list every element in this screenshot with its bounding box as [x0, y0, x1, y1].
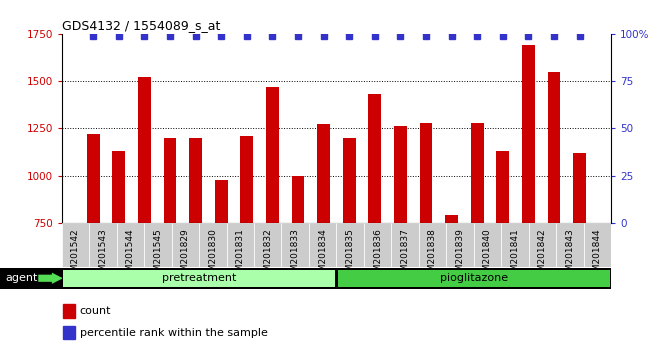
Bar — [528, 223, 556, 267]
Bar — [266, 87, 279, 223]
Text: GSM201831: GSM201831 — [236, 228, 245, 283]
Text: GSM201835: GSM201835 — [346, 228, 355, 283]
Bar — [343, 138, 356, 223]
Bar — [138, 77, 151, 223]
Text: GSM201844: GSM201844 — [593, 228, 602, 283]
Text: GSM201842: GSM201842 — [538, 228, 547, 283]
Bar — [471, 122, 484, 223]
Bar — [254, 223, 281, 267]
Text: GSM201838: GSM201838 — [428, 228, 437, 283]
Bar — [391, 223, 419, 267]
FancyArrow shape — [38, 273, 63, 284]
Bar — [556, 223, 584, 267]
Text: GSM201545: GSM201545 — [153, 228, 162, 283]
Bar — [369, 94, 381, 223]
Bar — [227, 223, 254, 267]
Bar — [199, 223, 227, 267]
Bar — [474, 223, 501, 267]
Text: GSM201839: GSM201839 — [456, 228, 465, 283]
Text: GSM201834: GSM201834 — [318, 228, 327, 283]
Bar — [63, 270, 335, 287]
Text: GSM201840: GSM201840 — [483, 228, 492, 283]
Bar — [419, 223, 446, 267]
Bar — [62, 223, 89, 267]
Text: percentile rank within the sample: percentile rank within the sample — [79, 327, 268, 338]
Text: agent: agent — [5, 273, 37, 283]
Bar — [317, 124, 330, 223]
Bar — [189, 138, 202, 223]
Text: GSM201832: GSM201832 — [263, 228, 272, 283]
Bar — [584, 223, 611, 267]
Bar — [281, 223, 309, 267]
Bar — [337, 223, 364, 267]
Text: GSM201836: GSM201836 — [373, 228, 382, 283]
Bar — [86, 134, 99, 223]
Bar — [172, 223, 199, 267]
Text: count: count — [79, 306, 111, 316]
Bar — [446, 223, 474, 267]
Bar — [420, 122, 432, 223]
Bar — [214, 181, 227, 223]
Text: GSM201830: GSM201830 — [208, 228, 217, 283]
Text: GSM201841: GSM201841 — [510, 228, 519, 283]
Bar — [445, 216, 458, 223]
Text: pretreatment: pretreatment — [162, 273, 236, 283]
Text: GSM201543: GSM201543 — [98, 228, 107, 283]
Bar — [522, 45, 535, 223]
Bar — [547, 73, 560, 223]
Text: GSM201833: GSM201833 — [291, 228, 300, 283]
Bar — [240, 136, 253, 223]
Bar — [112, 151, 125, 223]
Bar — [364, 223, 391, 267]
Bar — [292, 176, 304, 223]
Text: GSM201544: GSM201544 — [126, 228, 135, 283]
Text: GDS4132 / 1554089_s_at: GDS4132 / 1554089_s_at — [62, 19, 220, 33]
Bar — [309, 223, 337, 267]
Bar — [144, 223, 172, 267]
Bar — [497, 151, 509, 223]
Bar — [63, 326, 75, 339]
Bar — [89, 223, 117, 267]
Bar — [501, 223, 528, 267]
Bar — [117, 223, 144, 267]
Bar — [394, 126, 407, 223]
Text: pioglitazone: pioglitazone — [439, 273, 508, 283]
Text: GSM201542: GSM201542 — [71, 228, 80, 283]
Text: GSM201843: GSM201843 — [566, 228, 575, 283]
Text: GSM201829: GSM201829 — [181, 228, 190, 283]
Bar — [338, 270, 610, 287]
Bar — [573, 153, 586, 223]
Text: GSM201837: GSM201837 — [400, 228, 410, 283]
Bar — [63, 304, 75, 318]
Bar — [164, 138, 176, 223]
